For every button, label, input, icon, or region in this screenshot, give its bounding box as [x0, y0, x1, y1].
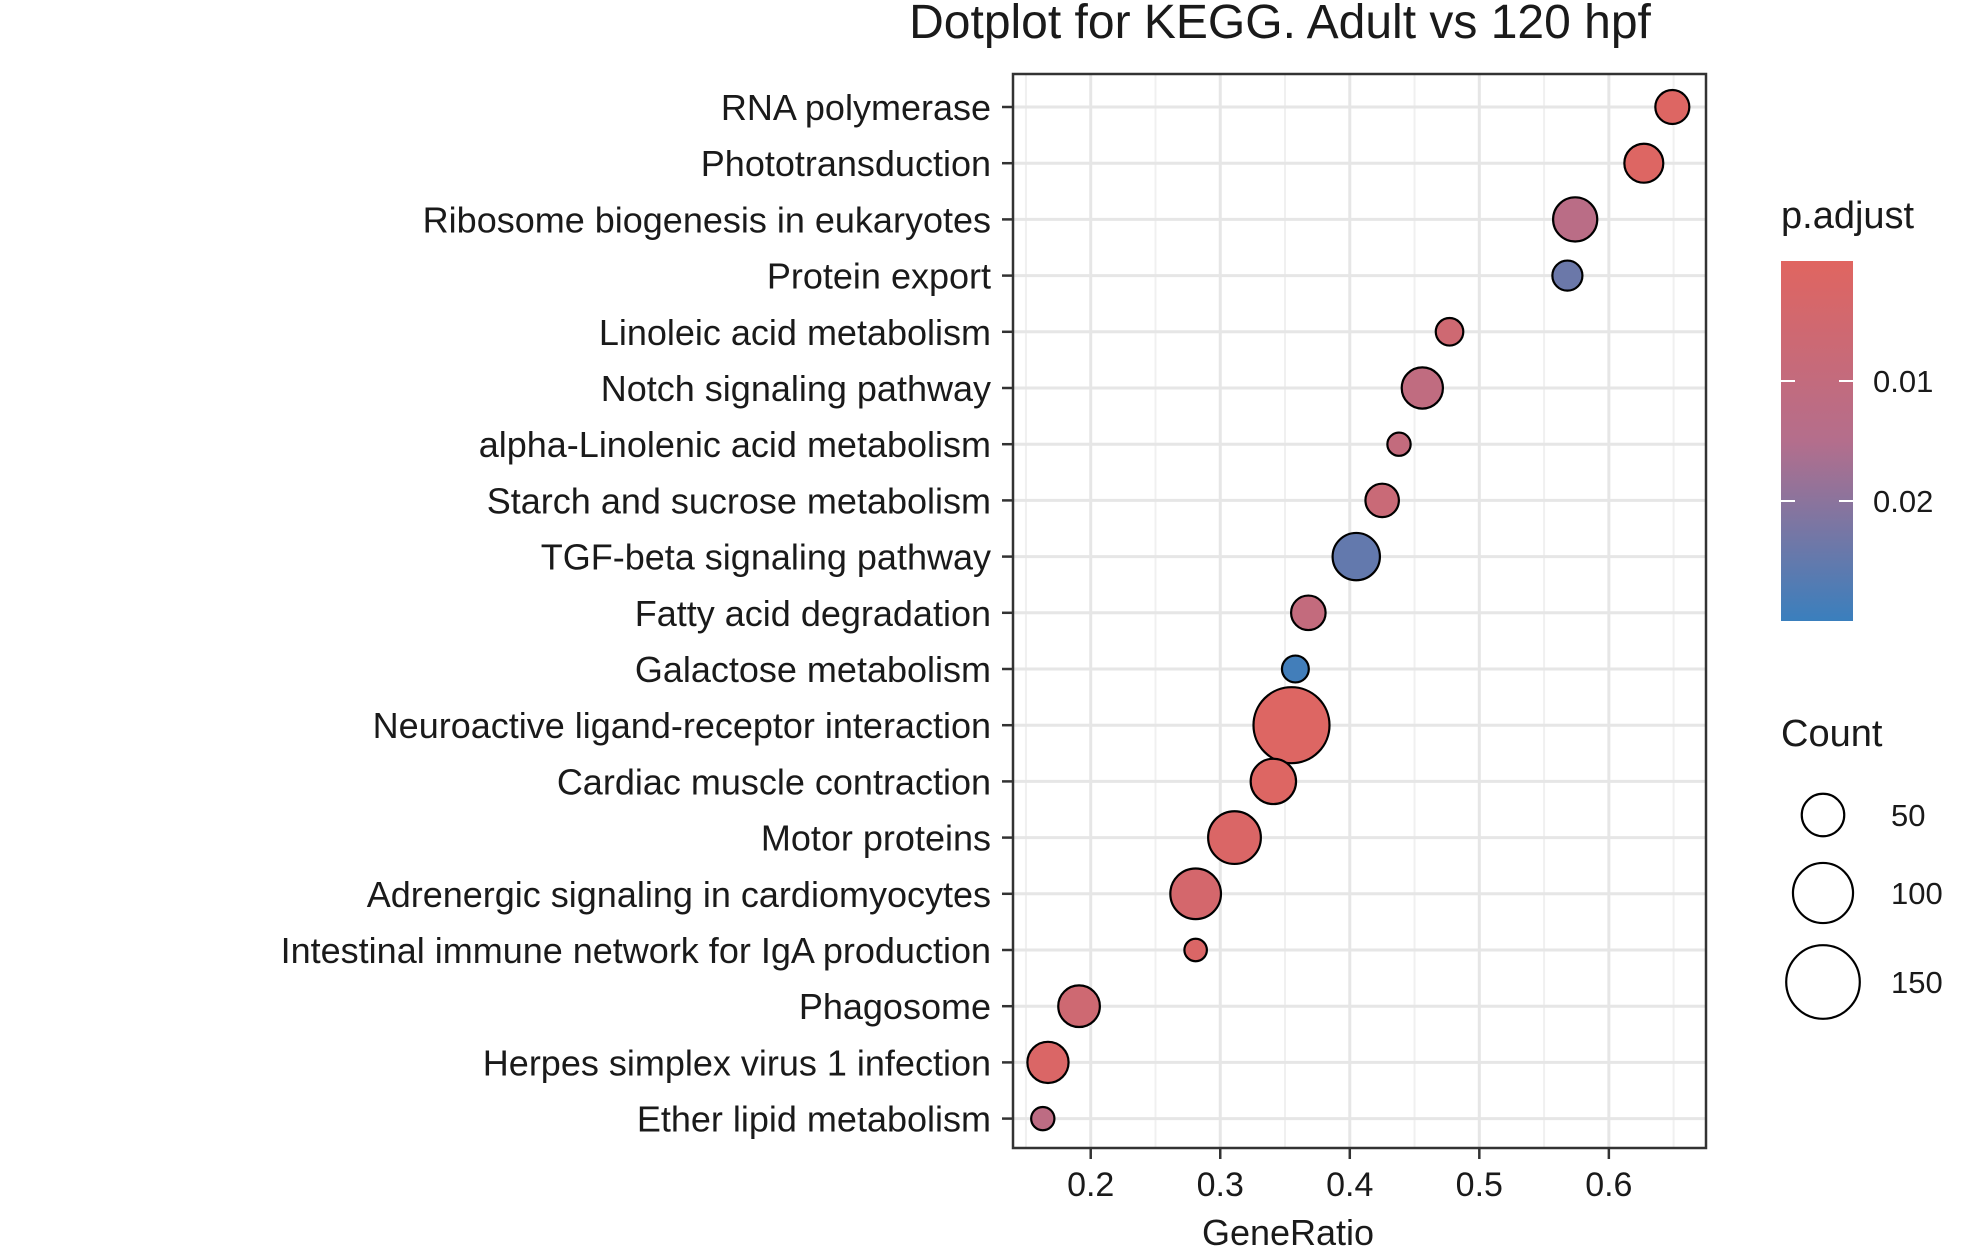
count-legend-label: 150	[1891, 965, 1943, 1000]
category-label: Starch and sucrose metabolism	[487, 480, 991, 521]
count-legend-title: Count	[1781, 713, 1883, 755]
data-point	[1207, 810, 1262, 866]
colorbar-tick-label: 0.01	[1873, 364, 1933, 399]
colorbar-tick-label: 0.02	[1873, 484, 1933, 519]
x-tick-label: 0.2	[1067, 1166, 1114, 1204]
panel-border	[1011, 72, 1708, 1150]
category-label: TGF-beta signaling pathway	[541, 537, 991, 578]
category-labels: RNA polymerase Phototransduction Ribosome …	[281, 87, 1013, 1140]
data-point	[1331, 531, 1382, 582]
category-label: Herpes simplex virus 1 infection	[483, 1042, 991, 1083]
count-legend-key	[1791, 861, 1855, 925]
data-point	[1026, 1040, 1070, 1085]
category-label: Intestinal immune network for IgA produc…	[281, 930, 991, 971]
count-legend-label: 50	[1891, 798, 1925, 833]
plot-panel	[1011, 72, 1708, 1150]
data-point	[1654, 88, 1691, 126]
data-points	[1026, 88, 1691, 1132]
category-label: Notch signaling pathway	[601, 368, 991, 409]
count-legend-key	[1800, 792, 1846, 838]
category-label: Phagosome	[799, 986, 991, 1027]
data-point	[1252, 686, 1331, 765]
data-point	[1551, 196, 1599, 243]
data-point	[1386, 431, 1412, 457]
count-legend: Count 50 100 150	[1781, 713, 1943, 1020]
x-tick-label: 0.3	[1197, 1166, 1244, 1204]
x-tick-label: 0.6	[1585, 1166, 1632, 1204]
data-point	[1400, 366, 1445, 410]
data-point	[1169, 867, 1223, 921]
category-label: Motor proteins	[761, 818, 991, 859]
category-label: Neuroactive ligand-receptor interaction	[373, 705, 991, 746]
p-adjust-legend: p.adjust 0.01 0.02	[1781, 195, 1933, 621]
count-legend-label: 100	[1891, 876, 1943, 911]
data-point	[1280, 654, 1310, 684]
data-point	[1434, 316, 1465, 347]
category-label: Linoleic acid metabolism	[599, 312, 991, 353]
p-adjust-legend-title: p.adjust	[1781, 195, 1915, 237]
x-axis: 0.2 0.3 0.4 0.5 0.6	[1067, 1148, 1632, 1204]
data-point	[1249, 757, 1298, 806]
chart-title: Dotplot for KEGG. Adult vs 120 hpf	[909, 0, 1651, 49]
p-adjust-colorbar	[1781, 261, 1853, 621]
category-label: Ether lipid metabolism	[637, 1099, 991, 1140]
category-label: Adrenergic signaling in cardiomyocytes	[367, 874, 991, 915]
category-label: alpha-Linolenic acid metabolism	[479, 424, 991, 465]
category-label: RNA polymerase	[721, 87, 991, 128]
panel-background	[1013, 74, 1706, 1148]
category-label: Ribosome biogenesis in eukaryotes	[423, 199, 991, 240]
x-tick-label: 0.4	[1326, 1166, 1373, 1204]
data-point	[1030, 1105, 1056, 1132]
category-label: Cardiac muscle contraction	[557, 761, 991, 802]
data-point	[1289, 594, 1327, 632]
data-point	[1364, 482, 1400, 519]
data-point	[1057, 984, 1101, 1029]
category-label: Protein export	[767, 256, 991, 297]
category-label: Galactose metabolism	[635, 649, 991, 690]
data-point	[1623, 142, 1665, 184]
x-axis-title: GeneRatio	[1202, 1212, 1374, 1251]
x-tick-label: 0.5	[1456, 1166, 1503, 1204]
category-label: Phototransduction	[701, 143, 991, 184]
data-point	[1551, 259, 1584, 292]
data-point	[1183, 937, 1208, 963]
category-label: Fatty acid degradation	[635, 593, 991, 634]
count-legend-key	[1785, 944, 1861, 1020]
